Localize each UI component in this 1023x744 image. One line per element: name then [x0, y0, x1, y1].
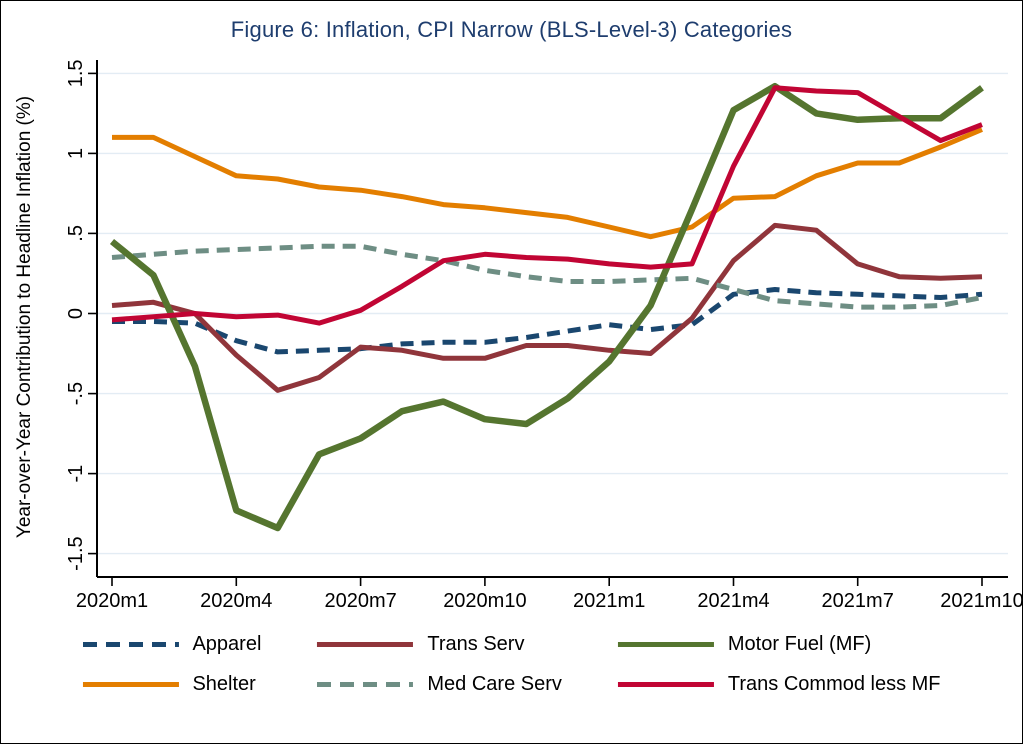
y-tick-label: 0	[65, 308, 87, 319]
legend-item-trans-serv: Trans Serv	[317, 633, 562, 656]
legend-item-apparel: Apparel	[82, 633, 261, 656]
chart-title: Figure 6: Inflation, CPI Narrow (BLS-Lev…	[230, 17, 793, 42]
legend-item-med-care-serv: Med Care Serv	[317, 673, 562, 696]
legend-swatch-shelter	[82, 682, 179, 687]
line-trans-commod-less-mf	[111, 85, 983, 326]
legend-item-trans-commod-less-mf: Trans Commod less MF	[617, 673, 941, 696]
x-tick-label: 2020m7	[324, 590, 396, 612]
legend: Apparel Shelter Trans Serv Med Care Serv Mot…	[82, 633, 941, 696]
legend-label-trans-serv: Trans Serv	[427, 633, 525, 655]
legend-swatch-trans-serv	[317, 642, 414, 647]
legend-label-motor-fuel-mf: Motor Fuel (MF)	[727, 633, 872, 655]
legend-label-med-care-serv: Med Care Serv	[427, 673, 562, 695]
x-tick-label: 2020m1	[76, 590, 148, 612]
x-tick-label: 2020m4	[200, 590, 272, 612]
legend-item-shelter: Shelter	[82, 673, 261, 696]
line-med-care-serv	[111, 243, 983, 310]
line-motor-fuel-mf	[109, 82, 984, 532]
y-tick-label: -1	[65, 465, 87, 483]
line-shelter	[112, 127, 983, 240]
legend-swatch-trans-commod-less-mf	[617, 682, 714, 687]
legend-swatch-apparel	[82, 642, 179, 647]
x-tick-label: 2020m10	[443, 590, 526, 612]
x-tick-label: 2021m10	[940, 590, 1022, 612]
x-tick-label: 2021m1	[573, 590, 645, 612]
line-trans-serv	[111, 222, 983, 393]
x-tick-label: 2021m7	[822, 590, 894, 612]
y-tick-label: 1	[65, 148, 87, 159]
y-tick-label: -.5	[65, 382, 87, 405]
y-tick-label: .5	[65, 225, 87, 242]
y-tick-label: -1.5	[65, 536, 87, 570]
x-tick-label: 2021m4	[697, 590, 769, 612]
legend-item-motor-fuel-mf: Motor Fuel (MF)	[617, 633, 941, 656]
y-tick-label: 1.5	[65, 59, 87, 87]
line-apparel	[112, 287, 983, 355]
legend-label-apparel: Apparel	[192, 633, 262, 655]
legend-swatch-med-care-serv	[317, 682, 414, 687]
legend-swatch-motor-fuel-mf	[617, 642, 714, 647]
legend-label-trans-commod-less-mf: Trans Commod less MF	[727, 673, 941, 695]
legend-label-shelter: Shelter	[192, 673, 256, 695]
